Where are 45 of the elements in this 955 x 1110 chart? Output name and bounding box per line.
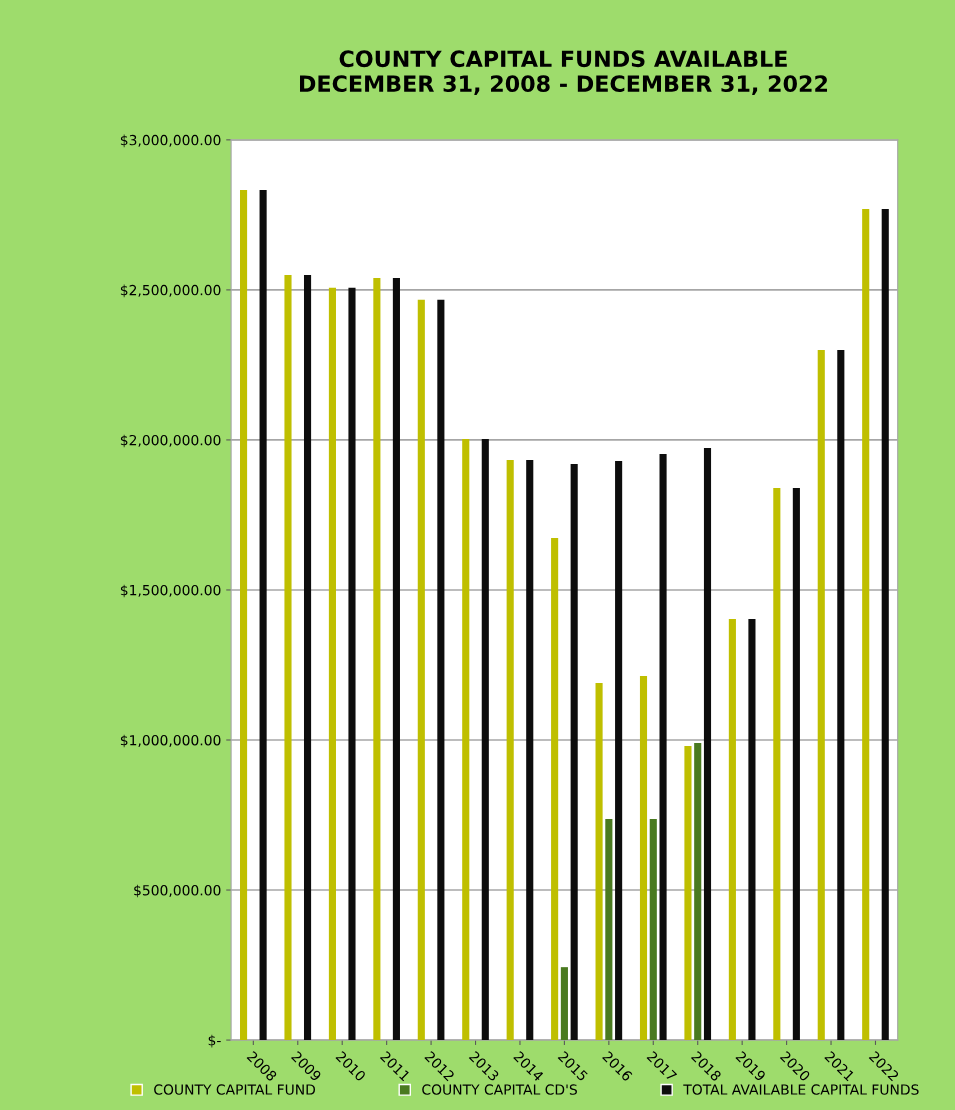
legend-label: TOTAL AVAILABLE CAPITAL FUNDS: [683, 1084, 919, 1095]
bar: [605, 818, 613, 1041]
bar: [570, 463, 578, 1041]
bar: [748, 619, 756, 1041]
bar: [328, 287, 336, 1041]
bar: [773, 487, 781, 1041]
bar: [437, 299, 445, 1041]
bar: [348, 287, 356, 1041]
legend-label: COUNTY CAPITAL FUND: [154, 1084, 316, 1095]
y-tick-label: $1,500,000.00: [120, 584, 221, 598]
bar: [462, 439, 470, 1041]
bar: [703, 448, 712, 1041]
bar: [560, 967, 568, 1041]
bar: [392, 277, 400, 1041]
legend-label: COUNTY CAPITAL CD'S: [422, 1084, 577, 1095]
bar: [284, 274, 292, 1041]
bar: [615, 460, 623, 1041]
bar: [417, 299, 425, 1041]
bar: [506, 460, 514, 1041]
bar: [259, 189, 267, 1041]
y-tick-label: $2,000,000.00: [120, 434, 221, 448]
bar: [659, 454, 667, 1041]
bar: [837, 349, 845, 1041]
bar: [862, 208, 870, 1041]
bar: [684, 746, 692, 1041]
bar: [792, 487, 800, 1041]
bar: [526, 460, 534, 1041]
y-tick-label: $3,000,000.00: [120, 134, 221, 148]
y-tick-label: $-: [208, 1034, 221, 1048]
bar: [595, 682, 603, 1041]
bar: [649, 818, 657, 1041]
bar: [240, 189, 248, 1041]
bar: [551, 538, 559, 1041]
y-tick-label: $500,000.00: [134, 884, 221, 898]
bar: [639, 676, 648, 1041]
bar: [694, 743, 702, 1041]
bar: [303, 274, 312, 1041]
y-tick-label: $2,500,000.00: [120, 284, 221, 298]
bar: [881, 208, 889, 1041]
y-tick-label: $1,000,000.00: [120, 734, 221, 748]
bar: [817, 349, 825, 1041]
bar: [728, 619, 736, 1041]
chart-title: COUNTY CAPITAL FUNDS AVAILABLE DECEMBER 31, 2008 - DECEMBER 31, 2022: [300, 50, 828, 95]
bar: [373, 277, 381, 1041]
bar: [481, 439, 489, 1041]
